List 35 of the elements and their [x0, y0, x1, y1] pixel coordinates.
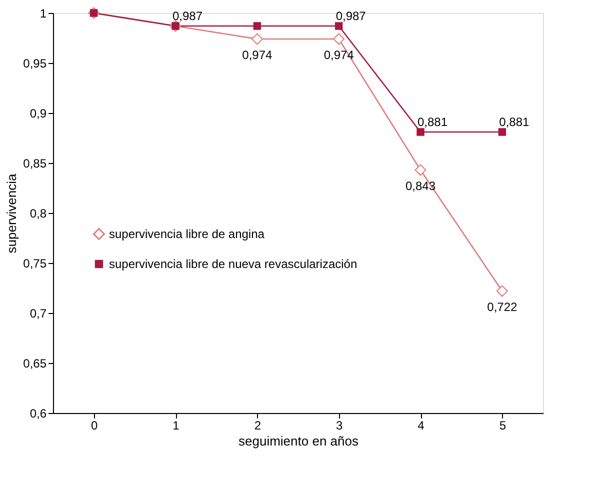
- data-label: 0,881: [417, 115, 448, 129]
- y-tick-label: 0,95: [23, 56, 47, 70]
- y-tick-label: 0,65: [23, 356, 47, 370]
- point: [251, 33, 263, 45]
- point: [334, 22, 343, 30]
- y-tick-label: 0,9: [30, 106, 47, 120]
- x-tick-label: 4: [418, 418, 425, 432]
- y-tick-label: 0,7: [30, 306, 47, 320]
- y-tick-label: 1: [40, 6, 47, 20]
- x-tick-label: 5: [499, 418, 506, 432]
- x-tick-label: 3: [336, 418, 343, 432]
- point: [253, 22, 262, 30]
- legend-label: supervivencia libre de angina: [109, 227, 265, 241]
- data-label: 0,987: [336, 9, 366, 23]
- legend-label: supervivencia libre de nueva revascularización: [109, 257, 358, 271]
- x-tick-label: 1: [172, 418, 180, 432]
- x-axis-title: seguimiento en años: [238, 434, 359, 448]
- x-tick-label: 0: [90, 418, 98, 432]
- point: [416, 128, 424, 136]
- data-label: 0,974: [242, 48, 273, 62]
- point: [496, 285, 508, 297]
- data-label: 0,881: [499, 115, 530, 129]
- point: [333, 33, 345, 45]
- data-label: 0,987: [172, 9, 203, 23]
- x-tick-label: 2: [254, 418, 262, 432]
- y-tick-label: 0,75: [23, 256, 47, 270]
- y-axis-title: supervivencia: [4, 172, 20, 254]
- point: [414, 164, 426, 176]
- y-tick-label: 0,6: [30, 406, 47, 420]
- data-label: 0,974: [324, 48, 354, 62]
- y-tick-label: 0,85: [23, 156, 47, 170]
- data-label: 0,722: [487, 300, 518, 314]
- data-label: 0,843: [405, 179, 436, 193]
- y-tick-label: 0,8: [30, 206, 47, 220]
- point: [498, 128, 506, 136]
